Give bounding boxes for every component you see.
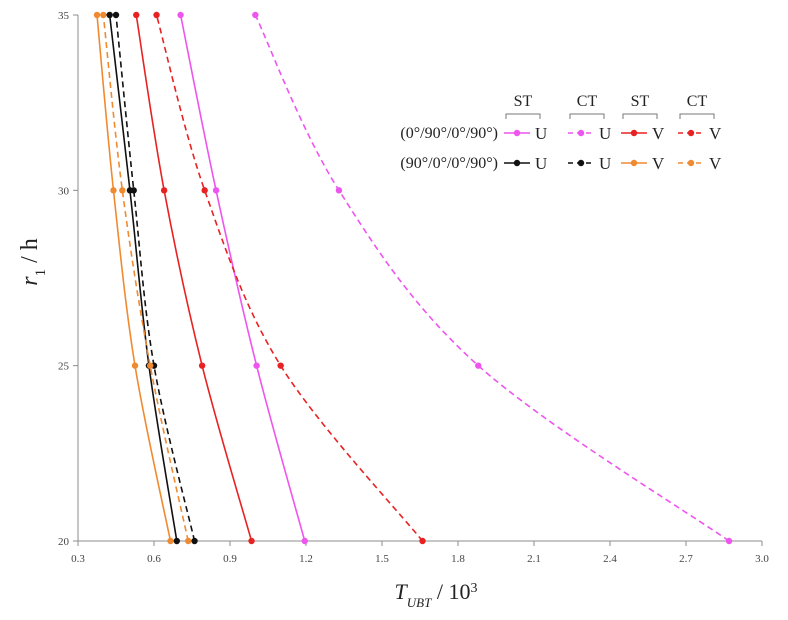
legend-marker	[687, 159, 695, 167]
x-tick-label: 1.8	[451, 553, 465, 565]
series-line	[179, 14, 306, 542]
legend-entry-label: V	[652, 124, 665, 143]
data-point	[160, 187, 168, 194]
legend-marker	[513, 159, 521, 167]
data-point	[253, 362, 260, 369]
x-axis-label: TUBT / 103	[395, 579, 478, 610]
legend-entry-label: U	[535, 124, 547, 143]
legend-column-bracket	[505, 113, 541, 119]
legend-entry-label: U	[599, 124, 611, 143]
y-tick-label: 35	[58, 10, 70, 22]
data-point	[191, 537, 198, 545]
y-tick-label: 25	[58, 361, 70, 373]
x-tick-label: 0.9	[223, 553, 237, 565]
legend-column-bracket	[569, 113, 605, 119]
series-line	[96, 14, 172, 542]
series-5	[106, 11, 180, 545]
legend-column-bracket	[622, 113, 658, 119]
legend-column-bracket	[679, 113, 715, 119]
series-layer	[93, 11, 733, 545]
x-tick-label: 2.1	[527, 553, 541, 565]
legend-marker	[577, 129, 585, 137]
legend-entry-label: V	[709, 124, 722, 143]
legend-row-label: (0°/90°/0°/90°)	[400, 125, 498, 142]
data-point	[201, 187, 208, 194]
legend-column-header: ST	[514, 93, 533, 110]
x-tick-label: 3.0	[755, 553, 769, 565]
data-point	[475, 362, 482, 369]
legend-marker	[630, 129, 638, 137]
legend: ST CT ST CT(0°/90°/0°/90°) U U V V(90°/0°/0°/90…	[400, 93, 722, 173]
data-point	[335, 187, 343, 194]
series-line	[108, 14, 178, 542]
series-line	[155, 14, 424, 542]
x-tick-label: 1.5	[375, 553, 389, 565]
series-8	[100, 11, 192, 545]
legend-entry-label: V	[652, 154, 665, 173]
legend-row-label: (90°/0°/0°/90°)	[400, 155, 498, 172]
series-line	[115, 14, 196, 542]
data-point	[248, 537, 255, 545]
data-point	[119, 187, 126, 194]
legend-marker	[630, 159, 638, 167]
data-point	[131, 362, 139, 369]
data-point	[147, 362, 154, 369]
data-point	[725, 537, 733, 545]
data-point	[167, 537, 174, 545]
series-3	[133, 11, 255, 545]
series-1	[177, 11, 308, 545]
data-point	[106, 11, 113, 19]
data-point	[252, 11, 259, 19]
series-line	[135, 14, 253, 542]
legend-marker	[513, 129, 521, 137]
legend-entry-label: U	[599, 154, 611, 173]
x-tick-label: 2.7	[679, 553, 693, 565]
series-4	[153, 11, 426, 545]
data-point	[100, 11, 107, 19]
data-point	[198, 362, 206, 369]
series-line	[254, 14, 730, 542]
y-tick-label: 20	[58, 536, 70, 548]
data-point	[133, 11, 140, 19]
legend-column-header: CT	[577, 93, 598, 110]
x-tick-label: 1.2	[299, 553, 313, 565]
data-point	[110, 187, 117, 194]
y-axis-label: r1 / h	[17, 238, 49, 286]
x-tick-label: 2.4	[603, 553, 617, 565]
legend-column-header: CT	[687, 93, 708, 110]
data-point	[185, 537, 192, 545]
y-tick-label: 30	[58, 185, 70, 197]
data-point	[277, 362, 284, 369]
data-point	[212, 187, 220, 194]
axes: 0.3 0.6 0.9 1.2 1.5 1.8 2.1 2.4 2.7 3.0 20 25 30 35	[58, 10, 769, 565]
series-2	[252, 11, 733, 545]
legend-entry-label: V	[709, 154, 722, 173]
series-6	[112, 11, 198, 545]
data-point	[419, 537, 426, 545]
data-point	[112, 11, 120, 19]
data-point	[177, 11, 184, 19]
x-tick-label: 0.6	[147, 553, 161, 565]
data-point	[301, 537, 308, 545]
legend-entry-label: U	[535, 154, 547, 173]
legend-column-header: ST	[631, 93, 650, 110]
data-point	[93, 11, 101, 19]
legend-marker	[687, 129, 695, 137]
data-point	[173, 537, 180, 545]
legend-marker	[577, 159, 585, 167]
series-7	[93, 11, 174, 545]
data-point	[130, 187, 137, 194]
data-point	[153, 11, 160, 19]
x-tick-label: 0.3	[71, 553, 85, 565]
